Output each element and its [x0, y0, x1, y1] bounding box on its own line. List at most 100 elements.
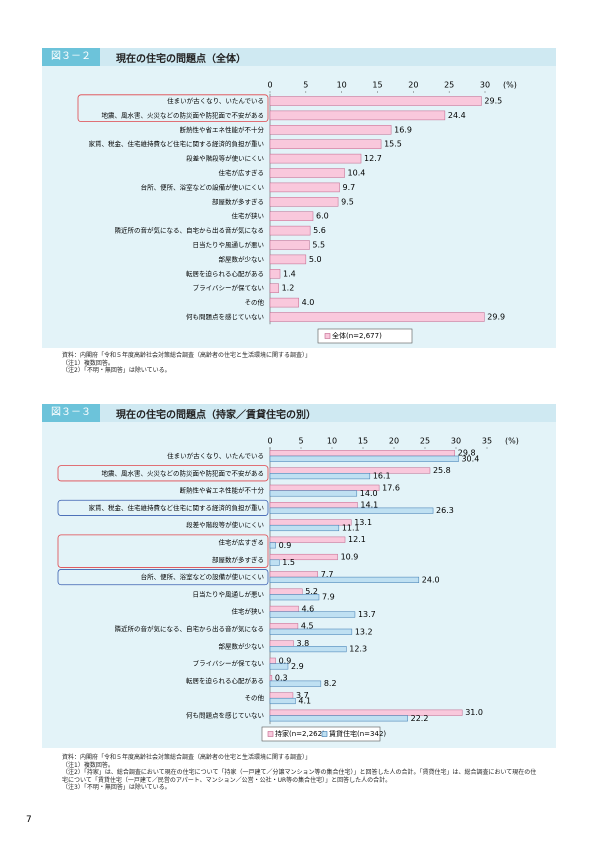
value-label: 16.1	[373, 472, 391, 481]
value-label: 13.7	[358, 610, 376, 619]
value-label: 1.4	[283, 269, 296, 278]
category-label: 何も問題点を感じていない	[186, 711, 264, 720]
bar	[269, 254, 307, 265]
x-tick-label: 15	[358, 437, 368, 446]
category-label: 日当たりや風通しが悪い	[193, 589, 265, 598]
bar	[269, 312, 485, 322]
legend-label: 持家(n=2,262)	[275, 729, 325, 738]
value-label: 14.0	[360, 489, 378, 498]
bar	[269, 211, 314, 221]
value-label: 15.5	[384, 140, 402, 149]
bar	[269, 680, 322, 687]
bar	[269, 646, 347, 653]
bar	[269, 594, 320, 601]
category-label: 住まいが古くなり、いたんでいる	[167, 451, 264, 460]
bar	[269, 628, 353, 635]
x-tick-label: 20	[389, 437, 399, 446]
value-label: 31.0	[465, 708, 483, 717]
value-label: 5.6	[313, 226, 326, 235]
category-label: 住まいが古くなり、いたんでいる	[167, 96, 264, 105]
x-tick-label: 15	[372, 81, 382, 90]
unit-label: (%)	[503, 81, 517, 90]
bar	[269, 240, 310, 250]
bar	[269, 153, 362, 164]
value-label: 24.4	[448, 111, 466, 120]
bar	[269, 709, 463, 716]
bar	[269, 96, 482, 106]
x-tick-label: 0	[267, 81, 272, 90]
figure-label: 図３－２	[42, 48, 100, 66]
bar	[269, 640, 294, 647]
notes: 資料：内閣府「令和５年度高齢社会対策総合調査（高齢者の住宅と生活環境に関する調査…	[62, 352, 542, 375]
bar	[269, 502, 358, 509]
bar	[269, 588, 303, 595]
x-tick-label: 20	[408, 81, 418, 90]
value-label: 4.1	[298, 697, 311, 706]
unit-label: (%)	[505, 437, 519, 446]
bar	[269, 519, 352, 526]
highlight-box	[77, 94, 269, 123]
bar	[269, 559, 280, 566]
legend-swatch	[321, 731, 328, 737]
legend-swatch	[267, 731, 274, 737]
value-label: 7.7	[321, 570, 334, 579]
category-label: 隣近所の音が気になる、自宅から出る音が気になる	[115, 226, 265, 235]
bar	[269, 715, 408, 722]
note: （注2）「不明・無回答」は除いている。	[62, 367, 171, 375]
category-label: 台所、便所、浴室などの設備が使いにくい	[141, 572, 264, 581]
category-label: 転居を迫られる心配がある	[186, 269, 264, 278]
figure-header: 図３－２ 現在の住宅の問題点（全体）	[42, 48, 556, 66]
value-label: 29.9	[487, 313, 505, 322]
bar	[269, 576, 420, 583]
note: （注1）複数回答。	[62, 359, 114, 367]
page-number: 7	[26, 815, 32, 825]
bar	[269, 139, 382, 149]
value-label: 2.9	[291, 662, 304, 671]
x-tick-label: 5	[303, 81, 308, 90]
x-tick-label: 25	[444, 81, 454, 90]
category-label: 部屋数が少ない	[219, 641, 265, 650]
legend-swatch	[324, 333, 331, 339]
bar	[269, 697, 296, 705]
category-label: 地震、風水害、火災などの防災面や防犯面で不安がある	[102, 110, 265, 119]
value-label: 12.3	[349, 645, 367, 654]
x-tick-label: 5	[298, 437, 303, 446]
value-label: 9.5	[341, 197, 354, 206]
bar	[269, 467, 431, 474]
x-tick-label: 30	[480, 81, 490, 90]
bar	[269, 611, 356, 618]
value-label: 30.4	[461, 454, 479, 463]
value-label: 7.9	[322, 593, 335, 602]
category-label: 段差や階段等が使いにくい	[186, 520, 264, 529]
value-label: 12.7	[364, 154, 382, 163]
value-label: 4.0	[302, 298, 315, 307]
bar	[269, 473, 371, 480]
value-label: 10.4	[348, 169, 366, 178]
bar	[269, 692, 294, 699]
bar	[269, 571, 318, 578]
figure-label: 図３－３	[42, 404, 100, 422]
value-label: 11.1	[342, 524, 360, 533]
x-tick-label: 25	[420, 437, 430, 446]
highlight-box	[57, 465, 269, 482]
category-label: 部屋数が多すぎる	[212, 555, 264, 564]
x-tick-label: 0	[267, 437, 272, 446]
note: （注3）「不明・無回答」は除いている。	[62, 784, 171, 792]
highlight-box	[57, 569, 269, 586]
bar	[269, 542, 276, 549]
bar	[269, 490, 358, 497]
category-label: 家賃、税金、住宅維持費など住宅に関する経済的負担が重い	[89, 503, 265, 512]
notes: 資料：内閣府「令和５年度高齢社会対策総合調査（高齢者の住宅と生活環境に関する調査…	[62, 754, 542, 792]
x-tick-label: 10	[337, 81, 347, 90]
category-label: 転居を迫られる心配がある	[186, 676, 264, 685]
highlight-box	[57, 534, 269, 568]
bar	[269, 110, 446, 121]
category-label: 住宅が広すぎる	[219, 538, 265, 547]
bar	[269, 225, 311, 236]
value-label: 24.0	[422, 575, 440, 584]
category-label: プライバシーが保てない	[193, 659, 264, 668]
bar	[269, 168, 345, 178]
value-label: 3.7	[296, 691, 309, 700]
chart-title: 現在の住宅の問題点（全体）	[116, 53, 246, 65]
bar	[269, 283, 279, 293]
